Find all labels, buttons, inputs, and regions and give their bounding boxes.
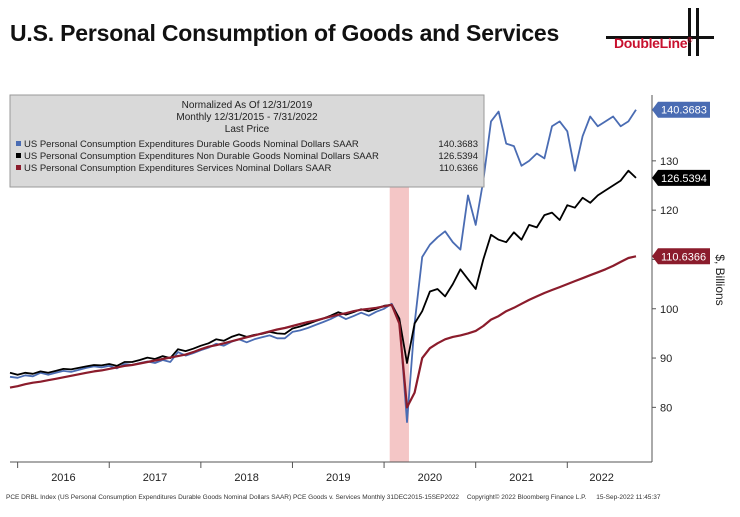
last-value-label: 140.3683 xyxy=(661,105,707,117)
legend-value: 126.5394 xyxy=(438,151,478,162)
x-tick-label: 2020 xyxy=(418,472,442,484)
legend-swatch xyxy=(16,141,21,146)
legend-value: 110.6366 xyxy=(439,163,478,174)
series-line-services xyxy=(9,255,637,409)
y-tick-label: 80 xyxy=(660,402,672,414)
x-tick-label: 2018 xyxy=(234,472,258,484)
legend-header-text: Last Price xyxy=(225,124,270,135)
last-value-tag-services xyxy=(652,248,710,265)
x-tick-label: 2019 xyxy=(326,472,350,484)
footer-source: PCE DRBL Index (US Personal Consumption … xyxy=(6,494,460,501)
legend-value: 140.3683 xyxy=(438,139,478,150)
legend-entry-durable: US Personal Consumption Expenditures Dur… xyxy=(24,139,359,150)
footer-timestamp: 15-Sep-2022 11:45:37 xyxy=(596,494,661,501)
y-tick-label: 90 xyxy=(660,353,672,365)
legend-swatch xyxy=(16,153,21,158)
legend-header-text: Monthly 12/31/2015 - 7/31/2022 xyxy=(176,112,318,123)
page-title: U.S. Personal Consumption of Goods and S… xyxy=(10,20,560,46)
logo-bar xyxy=(688,8,691,56)
legend-entry-services: US Personal Consumption Expenditures Ser… xyxy=(24,163,331,174)
logo-text: DoubleLine® xyxy=(614,35,693,51)
last-value-tag-nondurable xyxy=(652,169,710,186)
series-line-nondurable-goods xyxy=(9,169,637,376)
last-value-tag-durable xyxy=(652,101,710,118)
legend-entry-nondurable: US Personal Consumption Expenditures Non… xyxy=(24,151,379,162)
y-axis-label: $, Billions xyxy=(713,254,727,305)
y-tick-label: 130 xyxy=(660,156,678,168)
last-value-label: 126.5394 xyxy=(661,173,707,185)
legend-box xyxy=(9,94,485,188)
footer-copyright: Copyright© 2022 Bloomberg Finance L.P. xyxy=(466,494,587,501)
logo-bar xyxy=(696,8,699,56)
legend-header-text: Normalized As Of 12/31/2019 xyxy=(182,100,313,111)
last-value-label: 110.6366 xyxy=(661,251,706,263)
y-tick-label: 120 xyxy=(660,205,678,217)
doubleline-logo: DoubleLine® xyxy=(604,8,716,56)
chart-footer: PCE DRBL Index (US Personal Consumption … xyxy=(6,494,660,501)
x-tick-label: 2017 xyxy=(143,472,167,484)
x-tick-label: 2016 xyxy=(51,472,75,484)
x-tick-label: 2022 xyxy=(589,472,613,484)
logo-bar xyxy=(606,36,714,39)
x-tick-label: 2021 xyxy=(509,472,533,484)
legend-swatch xyxy=(16,165,21,170)
y-tick-label: 100 xyxy=(660,304,678,316)
